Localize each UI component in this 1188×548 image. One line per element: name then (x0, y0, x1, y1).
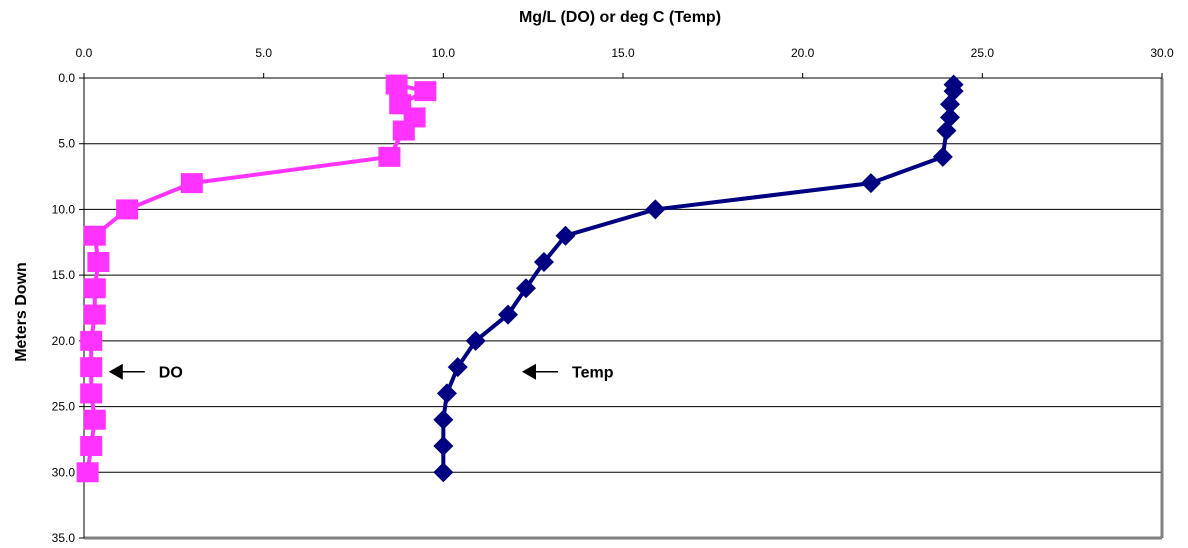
point-Temp-14 (436, 383, 457, 404)
x-axis-title: Mg/L (DO) or deg C (Temp) (519, 9, 721, 26)
point-Temp-8 (555, 225, 576, 246)
point-DO-1 (414, 81, 437, 102)
x-axis: 0.0 5.0 10.0 15.0 20.0 25.0 30.0 (76, 46, 1174, 78)
y-tick-label-10.0: 10.0 (52, 202, 76, 216)
annotation-DO: DO (159, 365, 183, 382)
x-tick-label-0.0: 0.0 (76, 46, 93, 60)
y-tick-label-20.0: 20.0 (52, 334, 76, 348)
y-tick-label-15.0: 15.0 (52, 268, 76, 282)
point-DO-8 (83, 225, 106, 246)
point-Temp-17 (433, 462, 454, 483)
point-DO-7 (116, 199, 139, 220)
point-DO-16 (80, 436, 103, 456)
x-tick-label-20.0: 20.0 (791, 46, 815, 60)
y-axis-title: Meters Down (13, 262, 30, 362)
point-DO-0 (385, 74, 408, 95)
plot-background (84, 78, 1162, 538)
point-DO-5 (378, 146, 401, 167)
point-Temp-10 (515, 278, 536, 299)
x-tick-label-15.0: 15.0 (611, 46, 635, 60)
arrow-DO-head (108, 363, 123, 380)
point-DO-15 (83, 409, 106, 430)
point-DO-6 (180, 173, 203, 194)
y-tick-label-35.0: 35.0 (52, 531, 76, 545)
point-Temp-4 (936, 120, 957, 141)
x-tick-label-30.0: 30.0 (1150, 46, 1174, 60)
x-tick-label-5.0: 5.0 (255, 46, 272, 60)
point-DO-12 (80, 330, 103, 351)
point-Temp-13 (447, 357, 468, 378)
point-DO-10 (83, 278, 106, 299)
point-DO-9 (87, 252, 110, 272)
point-DO-14 (80, 383, 103, 404)
point-Temp-16 (433, 436, 454, 456)
point-Temp-6 (860, 173, 881, 194)
point-Temp-9 (533, 252, 554, 272)
series-layer (76, 74, 964, 483)
point-Temp-7 (645, 199, 666, 220)
y-tick-label-5.0: 5.0 (58, 137, 75, 151)
point-DO-11 (83, 304, 106, 325)
point-Temp-12 (465, 330, 486, 351)
arrow-Temp-head (522, 363, 537, 380)
plot-area (83, 77, 1164, 540)
y-axis: 0.0 5.0 10.0 15.0 20.0 25.0 30.0 35.0 (52, 71, 84, 545)
point-Temp-15 (433, 409, 454, 430)
point-DO-17 (76, 462, 99, 483)
y-tick-label-30.0: 30.0 (52, 465, 76, 479)
point-DO-13 (80, 357, 103, 378)
x-tick-label-10.0: 10.0 (432, 46, 456, 60)
point-Temp-2 (939, 94, 960, 115)
point-DO-4 (392, 120, 415, 141)
point-Temp-5 (932, 146, 953, 167)
annotations: DO Temp (108, 363, 614, 382)
point-Temp-11 (498, 304, 519, 325)
annotation-Temp: Temp (572, 365, 614, 382)
y-tick-label-25.0: 25.0 (52, 400, 76, 414)
y-tick-label-0.0: 0.0 (58, 71, 75, 85)
x-tick-label-25.0: 25.0 (971, 46, 995, 60)
